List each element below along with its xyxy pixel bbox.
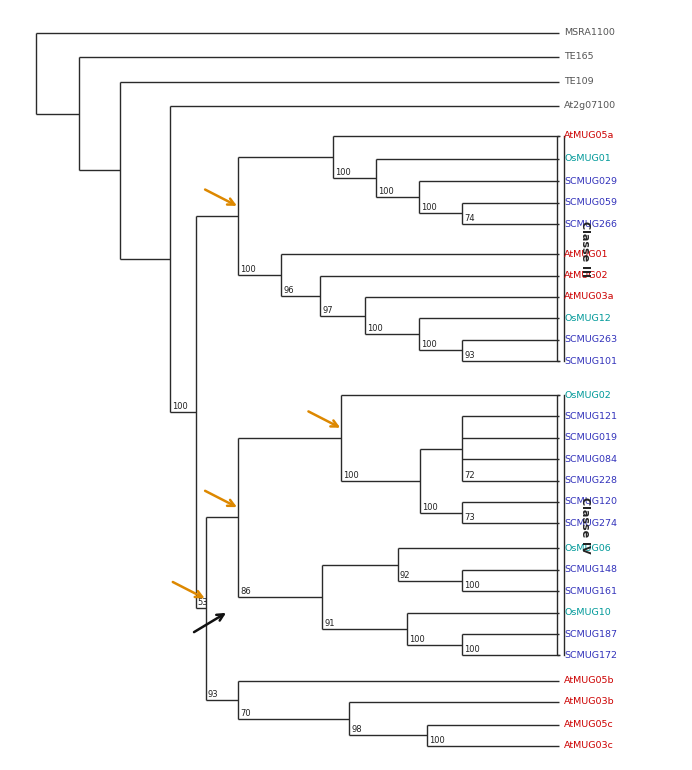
Text: SCMUG228: SCMUG228	[564, 476, 617, 485]
Text: 100: 100	[421, 340, 437, 350]
Text: OsMUG02: OsMUG02	[564, 390, 611, 400]
Text: AtMUG03b: AtMUG03b	[564, 698, 615, 706]
Text: SCMUG172: SCMUG172	[564, 651, 617, 660]
Text: SCMUG266: SCMUG266	[564, 219, 617, 229]
Text: AtMUG03a: AtMUG03a	[564, 293, 614, 302]
Text: OsMUG01: OsMUG01	[564, 154, 611, 163]
Text: AtMUG05b: AtMUG05b	[564, 676, 614, 685]
Text: TE109: TE109	[564, 78, 594, 86]
Text: OsMUG12: OsMUG12	[564, 314, 611, 323]
Text: 100: 100	[464, 645, 480, 654]
Text: SCMUG121: SCMUG121	[564, 412, 617, 421]
Text: SCMUG029: SCMUG029	[564, 177, 617, 186]
Text: 100: 100	[172, 402, 188, 411]
Text: 93: 93	[208, 690, 219, 698]
Text: MSRA1100: MSRA1100	[564, 28, 615, 38]
Text: 100: 100	[240, 265, 256, 274]
Text: SCMUG101: SCMUG101	[564, 357, 617, 366]
Text: AtMUG03c: AtMUG03c	[564, 742, 614, 751]
Text: 100: 100	[367, 324, 383, 333]
Text: 100: 100	[428, 736, 444, 745]
Text: SCMUG274: SCMUG274	[564, 519, 617, 528]
Text: Classe IV: Classe IV	[580, 497, 590, 554]
Text: 100: 100	[335, 168, 351, 177]
Text: 93: 93	[464, 351, 475, 360]
Text: TE165: TE165	[564, 52, 594, 62]
Text: SCMUG059: SCMUG059	[564, 198, 617, 207]
Text: 100: 100	[421, 203, 437, 213]
Text: Classe III: Classe III	[580, 220, 590, 276]
Text: 86: 86	[240, 587, 251, 596]
Text: OsMUG06: OsMUG06	[564, 544, 611, 553]
Text: 100: 100	[409, 634, 425, 644]
Text: 97: 97	[322, 306, 333, 315]
Text: 53: 53	[197, 598, 208, 608]
Text: SCMUG084: SCMUG084	[564, 455, 617, 464]
Text: SCMUG161: SCMUG161	[564, 587, 617, 596]
Text: 100: 100	[379, 187, 394, 196]
Text: 98: 98	[351, 725, 362, 735]
Text: AtMUG05c: AtMUG05c	[564, 720, 614, 729]
Text: 73: 73	[464, 514, 475, 522]
Text: 74: 74	[464, 214, 475, 223]
Text: SCMUG148: SCMUG148	[564, 565, 617, 574]
Text: 100: 100	[464, 581, 480, 591]
Text: 96: 96	[283, 286, 294, 295]
Text: SCMUG263: SCMUG263	[564, 335, 617, 344]
Text: AtMUG01: AtMUG01	[564, 249, 609, 259]
Text: 72: 72	[464, 470, 475, 480]
Text: At2g07100: At2g07100	[564, 102, 617, 110]
Text: SCMUG120: SCMUG120	[564, 497, 617, 507]
Text: 91: 91	[324, 618, 334, 628]
Text: AtMUG05a: AtMUG05a	[564, 132, 614, 140]
Text: 100: 100	[422, 503, 438, 511]
Text: SCMUG187: SCMUG187	[564, 630, 617, 638]
Text: AtMUG02: AtMUG02	[564, 271, 609, 280]
Text: 100: 100	[343, 470, 359, 480]
Text: OsMUG10: OsMUG10	[564, 608, 611, 617]
Text: SCMUG019: SCMUG019	[564, 434, 617, 442]
Text: 70: 70	[240, 708, 251, 718]
Text: 92: 92	[399, 571, 410, 580]
